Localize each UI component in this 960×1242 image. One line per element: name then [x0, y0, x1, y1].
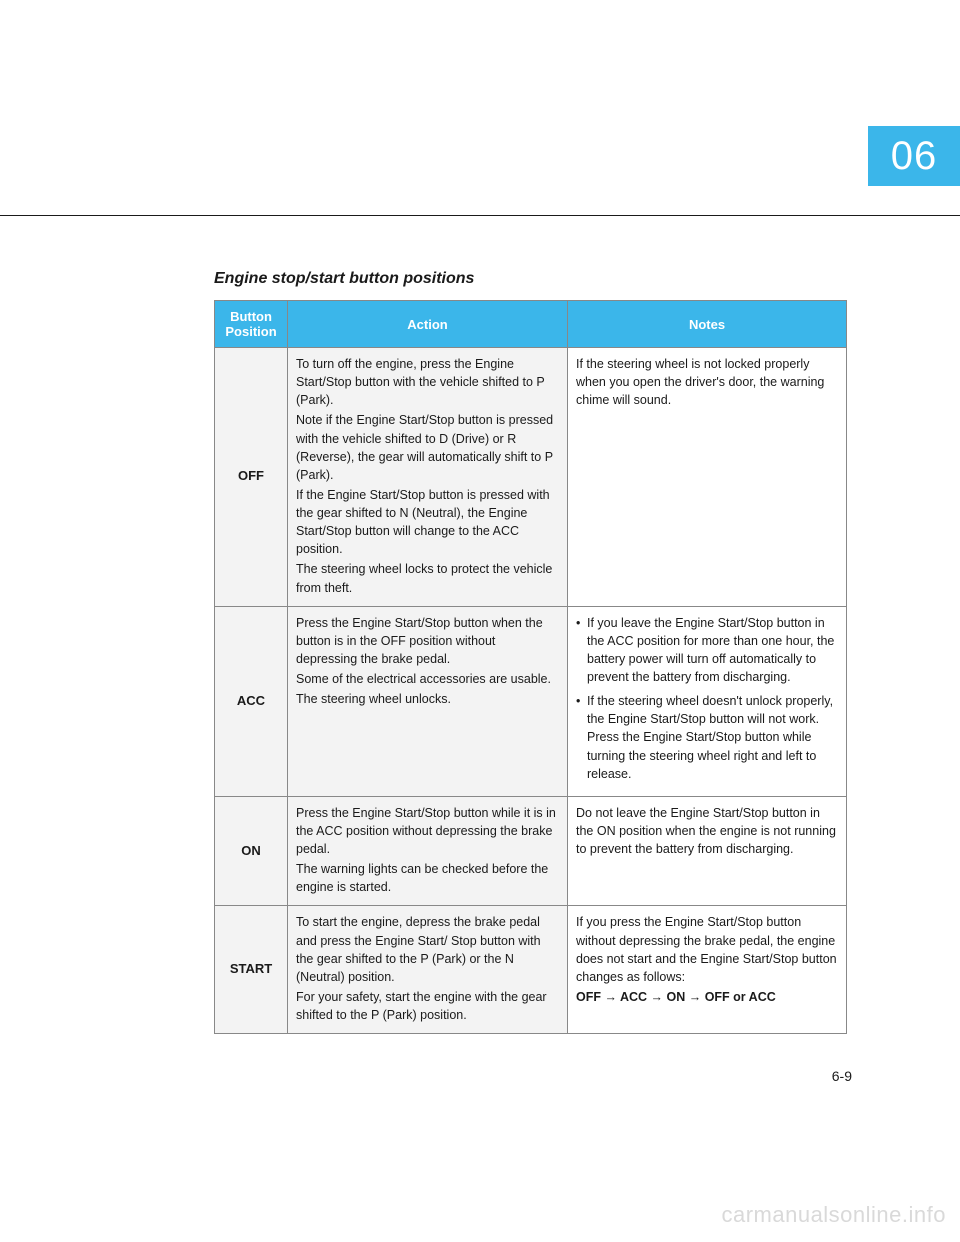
action-text: The steering wheel unlocks. — [296, 690, 559, 708]
action-text: For your safety, start the engine with t… — [296, 988, 559, 1024]
action-text: Note if the Engine Start/Stop button is … — [296, 411, 559, 484]
position-cell: OFF — [215, 348, 288, 607]
page-number: 6-9 — [832, 1068, 852, 1084]
header-button-position: Button Position — [215, 301, 288, 348]
notes-text: Do not leave the Engine Start/Stop butto… — [576, 804, 838, 858]
header-divider — [0, 215, 960, 216]
header-text: Position — [225, 324, 276, 339]
action-text: To start the engine, depress the brake p… — [296, 913, 559, 986]
action-text: If the Engine Start/Stop button is press… — [296, 486, 559, 559]
notes-cell: If you leave the Engine Start/Stop butto… — [568, 606, 847, 796]
notes-list: If you leave the Engine Start/Stop butto… — [576, 614, 838, 783]
action-text: The steering wheel locks to protect the … — [296, 560, 559, 596]
position-cell: START — [215, 906, 288, 1034]
position-cell: ACC — [215, 606, 288, 796]
action-text: The warning lights can be checked before… — [296, 860, 559, 896]
section-title: Engine stop/start button positions — [214, 270, 846, 288]
notes-cell: If the steering wheel is not locked prop… — [568, 348, 847, 607]
notes-cell: If you press the Engine Start/Stop butto… — [568, 906, 847, 1034]
table-row: ON Press the Engine Start/Stop button wh… — [215, 796, 847, 906]
notes-sequence: OFF → ACC → ON → OFF or ACC — [576, 990, 776, 1004]
header-text: Button — [230, 309, 272, 324]
action-text: To turn off the engine, press the Engine… — [296, 355, 559, 409]
notes-list-item: If you leave the Engine Start/Stop butto… — [576, 614, 838, 687]
notes-cell: Do not leave the Engine Start/Stop butto… — [568, 796, 847, 906]
header-notes: Notes — [568, 301, 847, 348]
content-area: Engine stop/start button positions Butto… — [214, 270, 846, 1034]
action-text: Press the Engine Start/Stop button while… — [296, 804, 559, 858]
positions-table: Button Position Action Notes OFF To turn… — [214, 300, 847, 1034]
action-text: Some of the electrical accessories are u… — [296, 670, 559, 688]
notes-text: If you press the Engine Start/Stop butto… — [576, 913, 838, 986]
watermark: carmanualsonline.info — [721, 1202, 946, 1228]
table-row: ACC Press the Engine Start/Stop button w… — [215, 606, 847, 796]
action-text: Press the Engine Start/Stop button when … — [296, 614, 559, 668]
table-row: START To start the engine, depress the b… — [215, 906, 847, 1034]
table-header-row: Button Position Action Notes — [215, 301, 847, 348]
action-cell: Press the Engine Start/Stop button while… — [288, 796, 568, 906]
position-cell: ON — [215, 796, 288, 906]
chapter-badge: 06 — [868, 126, 960, 186]
notes-text: If the steering wheel is not locked prop… — [576, 355, 838, 409]
action-cell: Press the Engine Start/Stop button when … — [288, 606, 568, 796]
notes-list-item: If the steering wheel doesn't unlock pro… — [576, 692, 838, 783]
action-cell: To start the engine, depress the brake p… — [288, 906, 568, 1034]
header-action: Action — [288, 301, 568, 348]
action-cell: To turn off the engine, press the Engine… — [288, 348, 568, 607]
table-row: OFF To turn off the engine, press the En… — [215, 348, 847, 607]
